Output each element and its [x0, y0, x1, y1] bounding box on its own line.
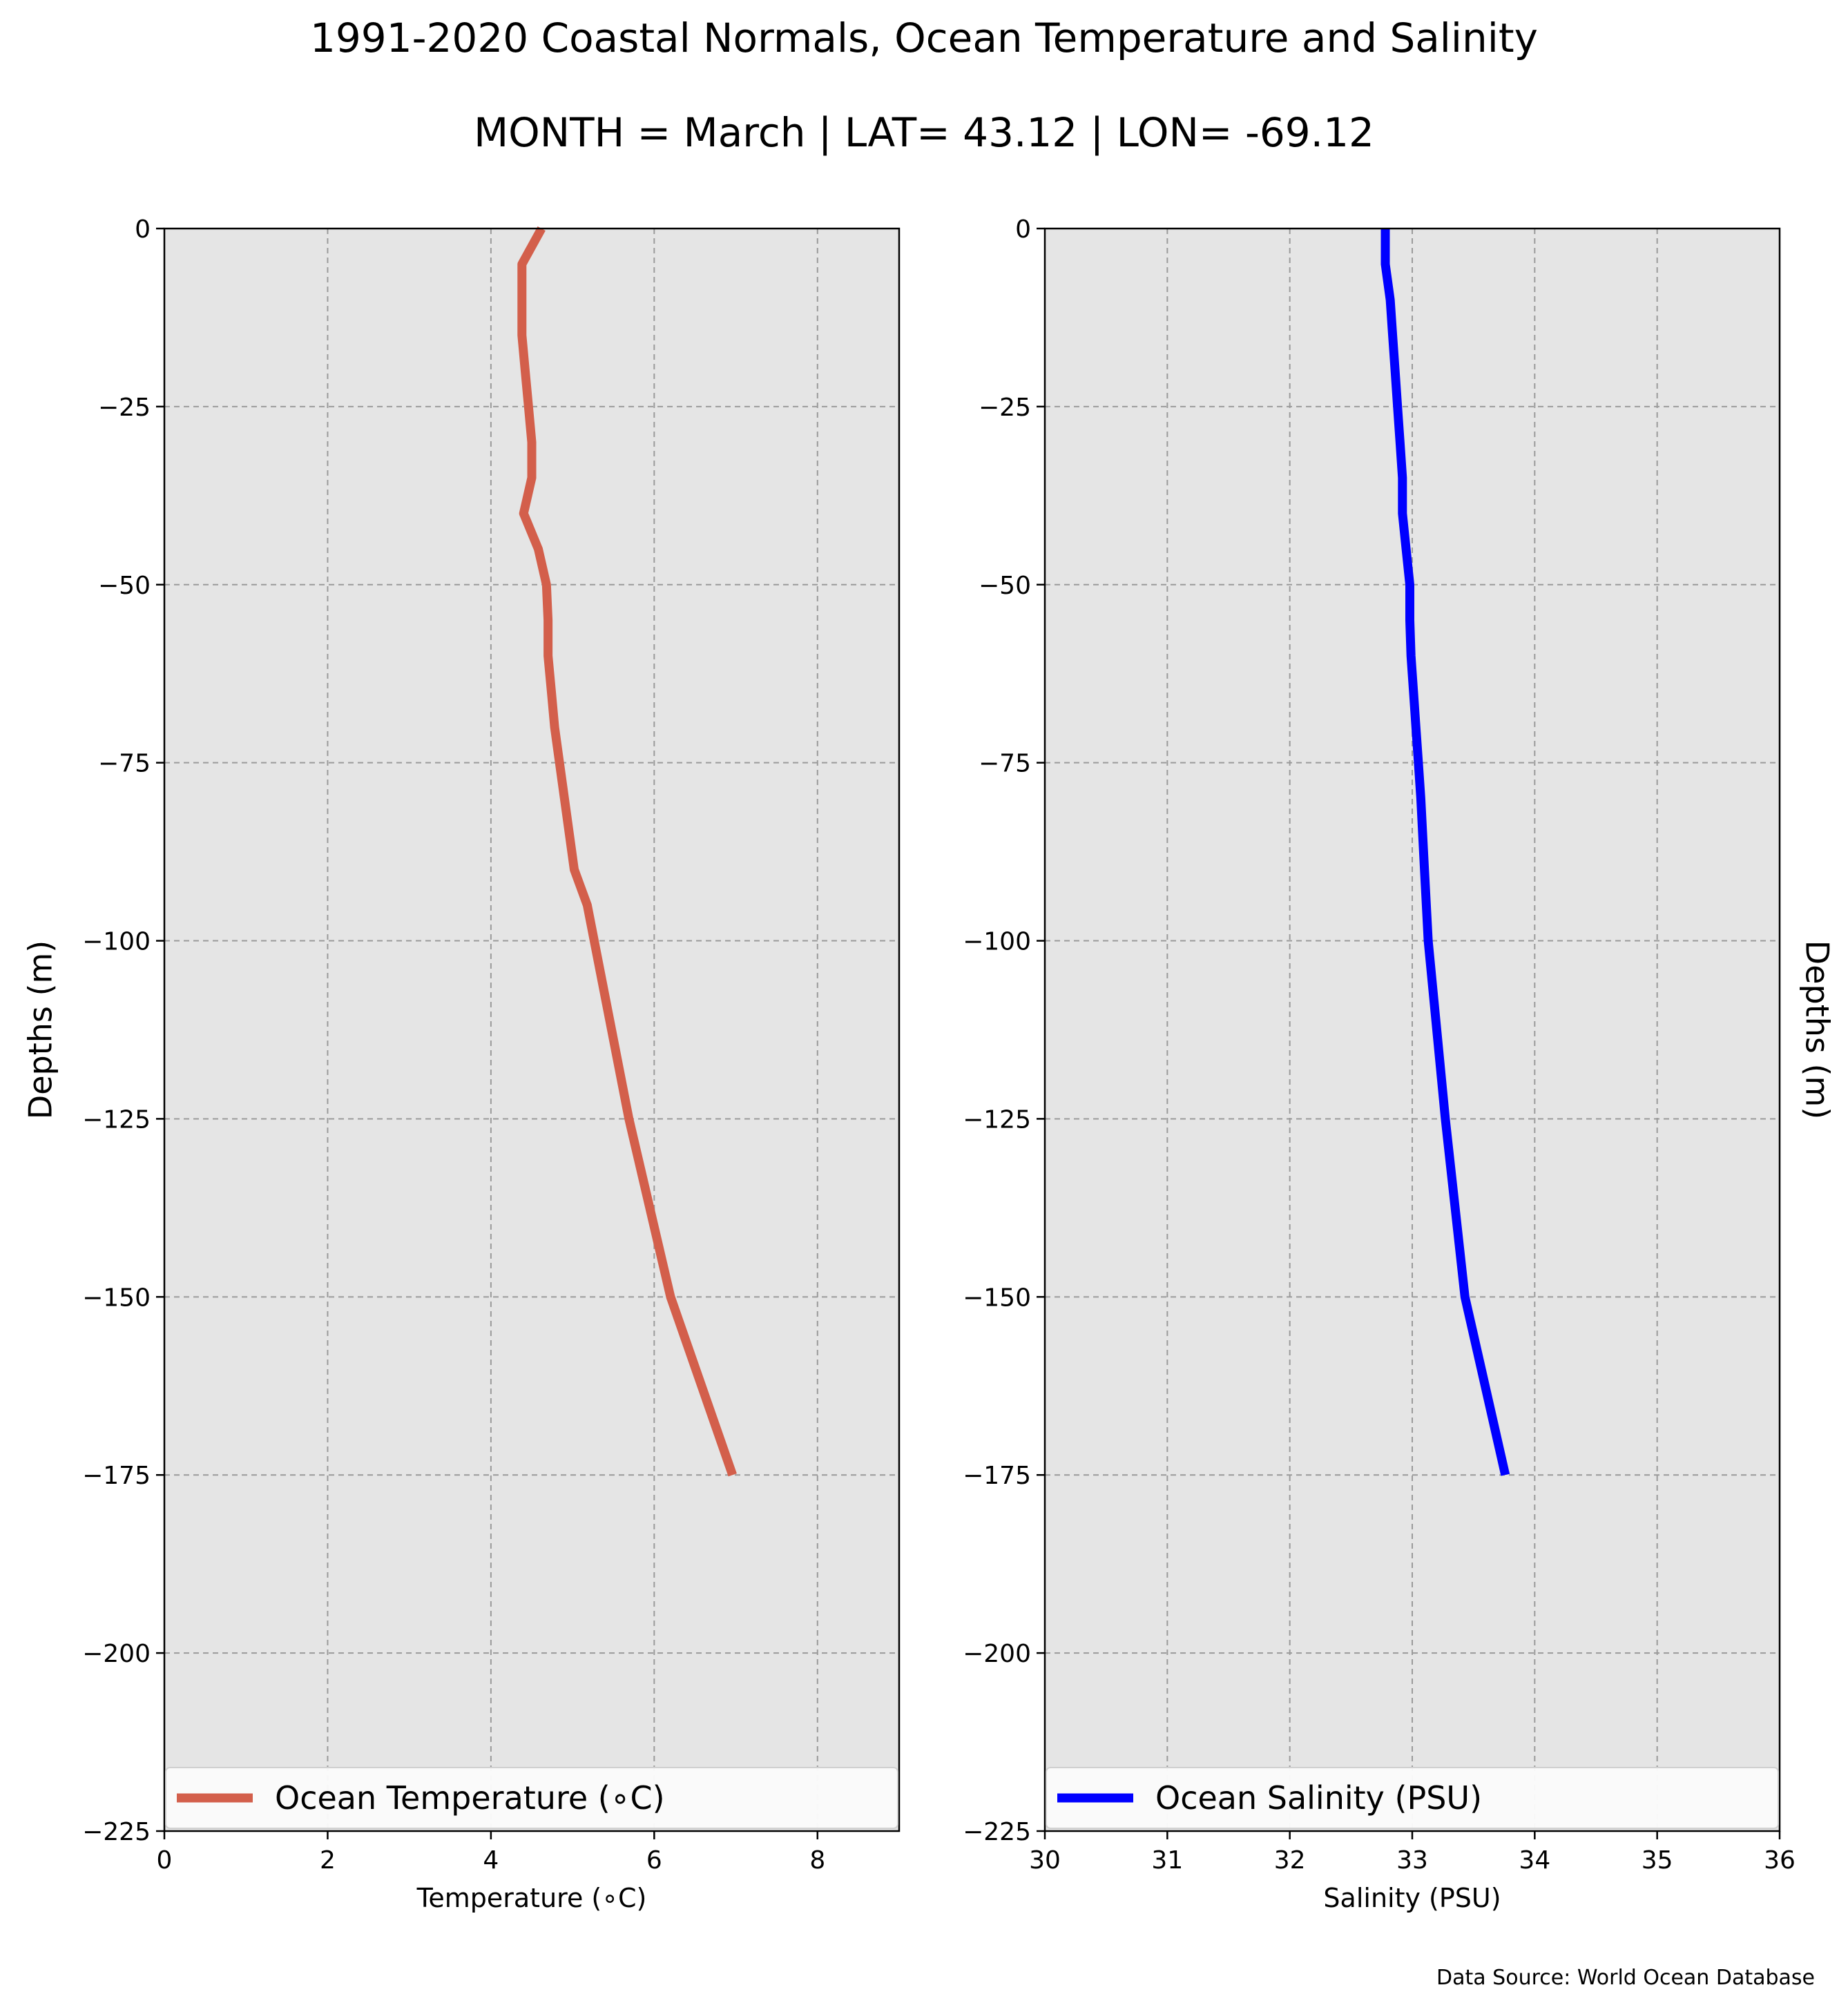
temperature-y-tick-label: −25 [98, 394, 151, 422]
figure-subtitle: MONTH = March | LAT= 43.12 | LON= -69.12 [474, 109, 1374, 156]
temperature-y-tick-label: −125 [82, 1105, 151, 1134]
temperature-x-tick-label: 8 [809, 1846, 825, 1875]
salinity-y-tick-label: −50 [979, 572, 1031, 600]
temperature-y-tick-label: 0 [135, 215, 151, 244]
salinity-y-tick-label: −175 [963, 1462, 1031, 1490]
salinity-y-tick-label: −75 [979, 750, 1031, 778]
temperature-x-tick-label: 0 [157, 1846, 173, 1875]
temperature-y-tick-label: −50 [98, 572, 151, 600]
salinity-y-tick-label: −100 [963, 928, 1031, 956]
temperature-series-line [517, 226, 737, 1477]
salinity-plot-background [1045, 229, 1780, 1831]
salinity-x-tick-label: 34 [1519, 1846, 1550, 1875]
temperature-y-tick-label: −175 [82, 1462, 151, 1490]
figure-title: 1991-2020 Coastal Normals, Ocean Tempera… [310, 14, 1538, 61]
temperature-x-tick-label: 6 [646, 1846, 662, 1875]
temperature-x-tick-label: 4 [483, 1846, 499, 1875]
temperature-legend-box [165, 1767, 898, 1829]
salinity-legend-label: Ocean Salinity (PSU) [1155, 1779, 1482, 1817]
temperature-x-tick-label: 2 [320, 1846, 336, 1875]
salinity-x-tick-label: 32 [1274, 1846, 1306, 1875]
temperature-y-tick-label: −225 [82, 1818, 151, 1846]
salinity-x-axis-label: Salinity (PSU) [1323, 1883, 1501, 1913]
temperature-y-axis-label: Depths (m) [22, 940, 59, 1119]
temperature-x-axis-label: Temperature (∘C) [416, 1883, 647, 1913]
temperature-legend-label: Ocean Temperature (∘C) [275, 1779, 665, 1817]
salinity-x-tick-label: 35 [1642, 1846, 1673, 1875]
temperature-y-tick-label: −75 [98, 750, 151, 778]
data-source-note: Data Source: World Ocean Database [1436, 1966, 1815, 1990]
temperature-axes-frame [163, 227, 901, 1832]
salinity-x-tick-label: 30 [1029, 1846, 1061, 1875]
salinity-y-tick-label: −200 [963, 1640, 1031, 1668]
temperature-y-tick-label: −100 [82, 928, 151, 956]
salinity-y-tick-label: −225 [963, 1818, 1031, 1846]
salinity-y-tick-label: −25 [979, 394, 1031, 422]
temperature-y-tick-label: −200 [82, 1640, 151, 1668]
salinity-y-axis-label: Depths (m) [1799, 940, 1836, 1119]
salinity-legend-box [1046, 1767, 1779, 1829]
salinity-y-tick-label: −125 [963, 1105, 1031, 1134]
salinity-x-tick-label: 33 [1396, 1846, 1428, 1875]
salinity-x-tick-label: 36 [1764, 1846, 1796, 1875]
salinity-x-tick-label: 31 [1151, 1846, 1183, 1875]
salinity-y-tick-label: −150 [963, 1284, 1031, 1312]
salinity-series-line [1380, 229, 1510, 1476]
salinity-y-tick-label: 0 [1015, 215, 1031, 244]
temperature-y-tick-label: −150 [82, 1284, 151, 1312]
